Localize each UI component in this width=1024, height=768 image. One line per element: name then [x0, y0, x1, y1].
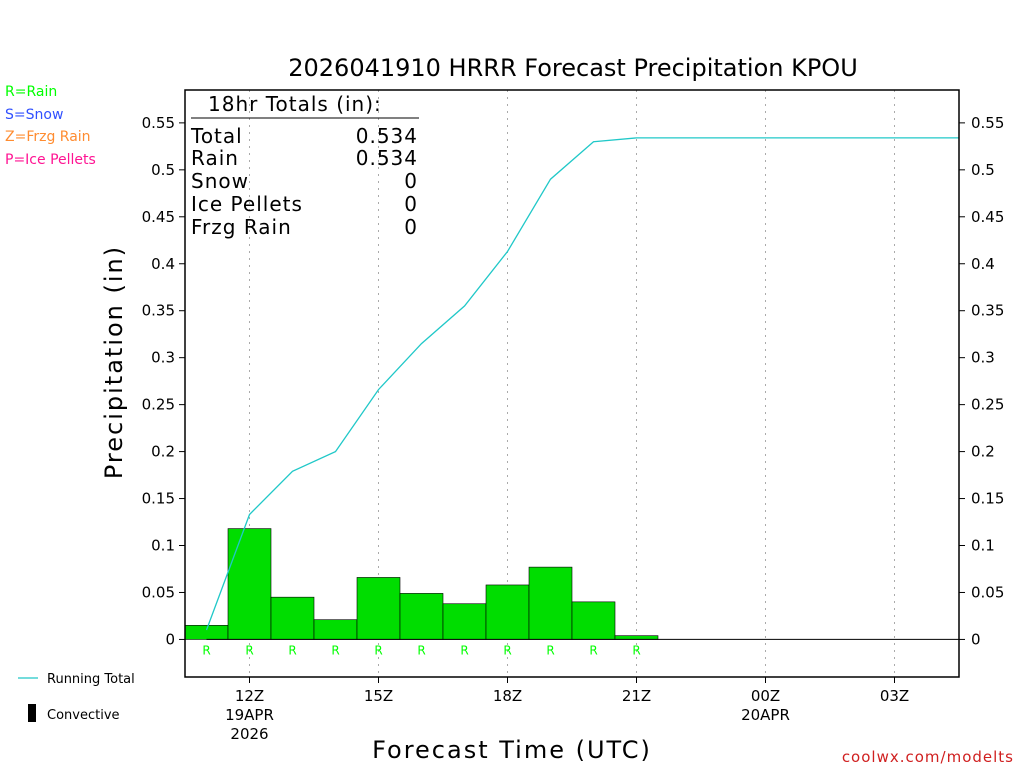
- y-tick-label-right: 0.15: [971, 490, 1004, 508]
- y-tick-label-left: 0.55: [142, 114, 175, 132]
- y-tick-label-right: 0.05: [971, 583, 1004, 601]
- x-tick-label-18Z: 18Z: [493, 687, 522, 705]
- x-tick-label-03Z: 03Z: [880, 687, 909, 705]
- totals-label-rain: Rain: [191, 146, 239, 170]
- totals-header: 18hr Totals (in):: [208, 92, 382, 116]
- bar-15z: [356, 577, 401, 640]
- totals-value-rain: 0.534: [356, 146, 418, 170]
- legend-frzg-rain: Z=Frzg Rain: [5, 129, 91, 145]
- bar-17z: [442, 603, 487, 640]
- x-tick-label-00Z: 00Z: [751, 687, 780, 705]
- convective-legend-swatch: [28, 704, 36, 722]
- bar-19z: [528, 566, 573, 640]
- y-tick-label-left: 0.1: [151, 537, 175, 555]
- bar-11z: [184, 625, 229, 640]
- chart-title: 2026041910 HRRR Forecast Precipitation K…: [288, 54, 858, 82]
- totals-value-snow: 0: [404, 169, 418, 193]
- rain-mark-20z: R: [589, 643, 597, 657]
- y-tick-label-right: 0.35: [971, 302, 1004, 320]
- rain-mark-14z: R: [331, 643, 339, 657]
- bar-14z: [313, 619, 358, 640]
- plot-frame: [184, 89, 960, 678]
- legend-ice-pellets: P=Ice Pellets: [5, 152, 96, 168]
- credit-text: coolwx.com/modelts: [842, 748, 1014, 766]
- x-tick-label-15Z: 15Z: [364, 687, 393, 705]
- y-tick-label-right: 0.5: [971, 161, 995, 179]
- rain-mark-21z: R: [632, 643, 640, 657]
- y-tick-label-right: 0.45: [971, 208, 1004, 226]
- legend-snow: S=Snow: [5, 107, 63, 123]
- x-axis-label: Forecast Time (UTC): [372, 736, 652, 764]
- x-tick-label-21Z: 21Z: [622, 687, 651, 705]
- y-tick-label-right: 0.3: [971, 349, 995, 367]
- totals-label-ice-pellets: Ice Pellets: [191, 192, 303, 216]
- rain-mark-12z: R: [245, 643, 253, 657]
- bar-18z: [485, 584, 530, 640]
- bar-13z: [270, 596, 315, 640]
- y-tick-label-left: 0.45: [142, 208, 175, 226]
- totals-label-snow: Snow: [191, 169, 249, 193]
- x-tick-year-12Z: 2026: [230, 725, 268, 743]
- y-tick-label-left: 0.25: [142, 396, 175, 414]
- y-tick-label-left: 0.2: [151, 443, 175, 461]
- rain-mark-16z: R: [417, 643, 425, 657]
- x-tick-label-12Z: 12Z: [235, 687, 264, 705]
- y-axis-label: Precipitation (in): [100, 245, 128, 479]
- convective-legend-label: Convective: [47, 708, 120, 723]
- rain-mark-17z: R: [460, 643, 468, 657]
- y-tick-label-right: 0.2: [971, 443, 995, 461]
- rain-mark-18z: R: [503, 643, 511, 657]
- y-tick-label-left: 0: [165, 630, 175, 648]
- y-tick-label-right: 0.55: [971, 114, 1004, 132]
- rain-mark-19z: R: [546, 643, 554, 657]
- bar-21z: [614, 635, 659, 640]
- running-total-line: [205, 137, 959, 631]
- totals-box: 18hr Totals (in): Total 0.534 Rain 0.534…: [190, 92, 419, 239]
- totals-value-total: 0.534: [356, 124, 418, 148]
- running-total-legend-label: Running Total: [47, 672, 135, 687]
- x-tick-date-00Z: 20APR: [741, 706, 790, 724]
- y-tick-label-left: 0.15: [142, 490, 175, 508]
- y-tick-label-right: 0.25: [971, 396, 1004, 414]
- totals-label-total: Total: [190, 124, 243, 148]
- y-tick-label-left: 0.4: [151, 255, 175, 273]
- y-tick-label-left: 0.5: [151, 161, 175, 179]
- rain-mark-11z: R: [202, 643, 210, 657]
- rain-mark-13z: R: [288, 643, 296, 657]
- legend-rain: R=Rain: [5, 84, 57, 100]
- x-tick-date-12Z: 19APR: [225, 706, 274, 724]
- y-axis-ticks: 0 00.05 0.050.1 0.10.15 0.150.2 0.20.25 0.250.…: [142, 114, 1005, 649]
- bar-20z: [571, 601, 616, 640]
- rain-mark-15z: R: [374, 643, 382, 657]
- totals-value-frzg-rain: 0: [404, 215, 418, 239]
- y-tick-label-right: 0: [971, 630, 981, 648]
- totals-label-frzg-rain: Frzg Rain: [191, 215, 292, 239]
- bar-12z: [227, 528, 272, 640]
- bar-16z: [399, 593, 444, 640]
- bar-series: [184, 528, 659, 640]
- totals-value-ice-pellets: 0: [404, 192, 418, 216]
- y-tick-label-left: 0.3: [151, 349, 175, 367]
- y-tick-label-right: 0.4: [971, 255, 995, 273]
- y-tick-label-left: 0.05: [142, 583, 175, 601]
- y-tick-label-left: 0.35: [142, 302, 175, 320]
- y-tick-label-right: 0.1: [971, 537, 995, 555]
